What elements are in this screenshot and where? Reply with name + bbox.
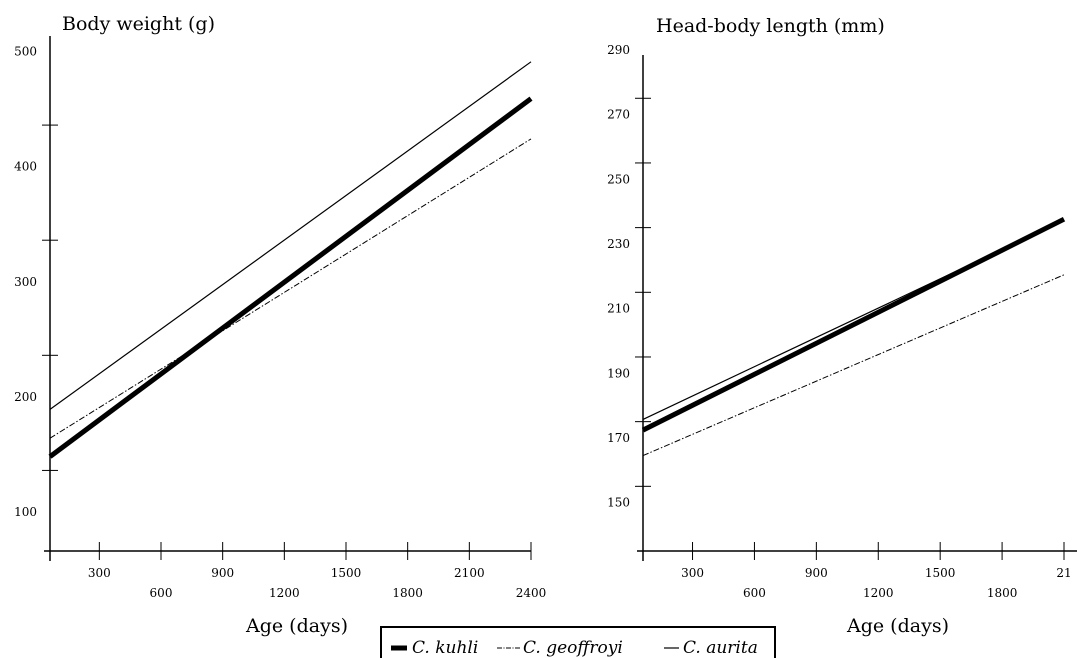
- legend-label-c-aurita: C. aurita: [683, 638, 758, 658]
- head-body-length-chart-title: Head-body length (mm): [656, 15, 885, 37]
- body-weight-x-tick-label-900: 900: [211, 566, 234, 580]
- body-weight-y-tick-label-400: 400: [14, 160, 37, 174]
- head-body-length-x-tick-label-1200: 1200: [863, 586, 894, 600]
- body-weight-y-tick-label-200: 200: [14, 390, 37, 404]
- body-weight-x-tick-label-600: 600: [150, 586, 173, 600]
- head-body-length-y-tick-label-270: 270: [607, 108, 630, 122]
- body-weight-x-tick-label-1500: 1500: [331, 566, 362, 580]
- head-body-length-series-c-kuhli: [641, 216, 1066, 433]
- body-weight-x-tick-label-1800: 1800: [392, 586, 423, 600]
- head-body-length-x-tick-label-900: 900: [805, 566, 828, 580]
- head-body-length-axes: 150 170 190 210 230 250 270 290 300 900 1500 21 600 1…: [607, 43, 1077, 600]
- body-weight-chart-title: Body weight (g): [62, 13, 215, 35]
- body-weight-x-tick-label-1200: 1200: [269, 586, 300, 600]
- legend: C. kuhli C. geoffroyi C. aurita: [380, 626, 776, 658]
- body-weight-axes: 100 200 300 400 500 300 900 1500 2100 600 1200 1800…: [14, 36, 546, 600]
- head-body-length-y-tick-label-190: 190: [607, 366, 630, 380]
- body-weight-x-tick-label-2100: 2100: [454, 566, 485, 580]
- body-weight-x-tick-label-300: 300: [88, 566, 111, 580]
- legend-label-c-geoffroyi: C. geoffroyi: [523, 638, 623, 658]
- body-weight-series-c-geoffroyi: [49, 138, 532, 439]
- head-body-length-y-tick-label-210: 210: [607, 302, 630, 316]
- body-weight-y-tick-label-500: 500: [14, 45, 37, 59]
- body-weight-x-axis-title: Age (days): [245, 615, 348, 637]
- head-body-length-series: [641, 216, 1066, 457]
- head-body-length-y-tick-label-290: 290: [607, 43, 630, 57]
- legend-box: [380, 626, 776, 658]
- body-weight-chart: Body weight (g) 100 200 300 400 500 300 900 150…: [14, 13, 546, 637]
- legend-label-c-kuhli: C. kuhli: [412, 638, 478, 658]
- head-body-length-x-tick-label-1500: 1500: [925, 566, 956, 580]
- body-weight-series-c-aurita: [49, 61, 532, 410]
- head-body-length-y-tick-label-150: 150: [607, 496, 630, 510]
- head-body-length-y-tick-label-170: 170: [607, 431, 630, 445]
- head-body-length-chart: Head-body length (mm) 150 170 190 210 230 250…: [607, 15, 1077, 637]
- head-body-length-y-tick-label-230: 230: [607, 237, 630, 251]
- body-weight-series-c-kuhli: [48, 96, 533, 459]
- head-body-length-x-tick-label-1800: 1800: [987, 586, 1018, 600]
- head-body-length-series-c-geoffroyi: [642, 274, 1065, 457]
- head-body-length-x-tick-label-300: 300: [681, 566, 704, 580]
- body-weight-y-tick-label-100: 100: [14, 505, 37, 519]
- body-weight-y-tick-label-300: 300: [14, 275, 37, 289]
- head-body-length-x-tick-label-21: 21: [1056, 566, 1071, 580]
- head-body-length-series-c-aurita: [642, 219, 1065, 420]
- head-body-length-x-axis-title: Age (days): [846, 615, 949, 637]
- head-body-length-x-tick-label-600: 600: [743, 586, 766, 600]
- body-weight-x-tick-label-2400: 2400: [516, 586, 547, 600]
- body-weight-series: [48, 61, 533, 459]
- head-body-length-y-tick-label-250: 250: [607, 172, 630, 186]
